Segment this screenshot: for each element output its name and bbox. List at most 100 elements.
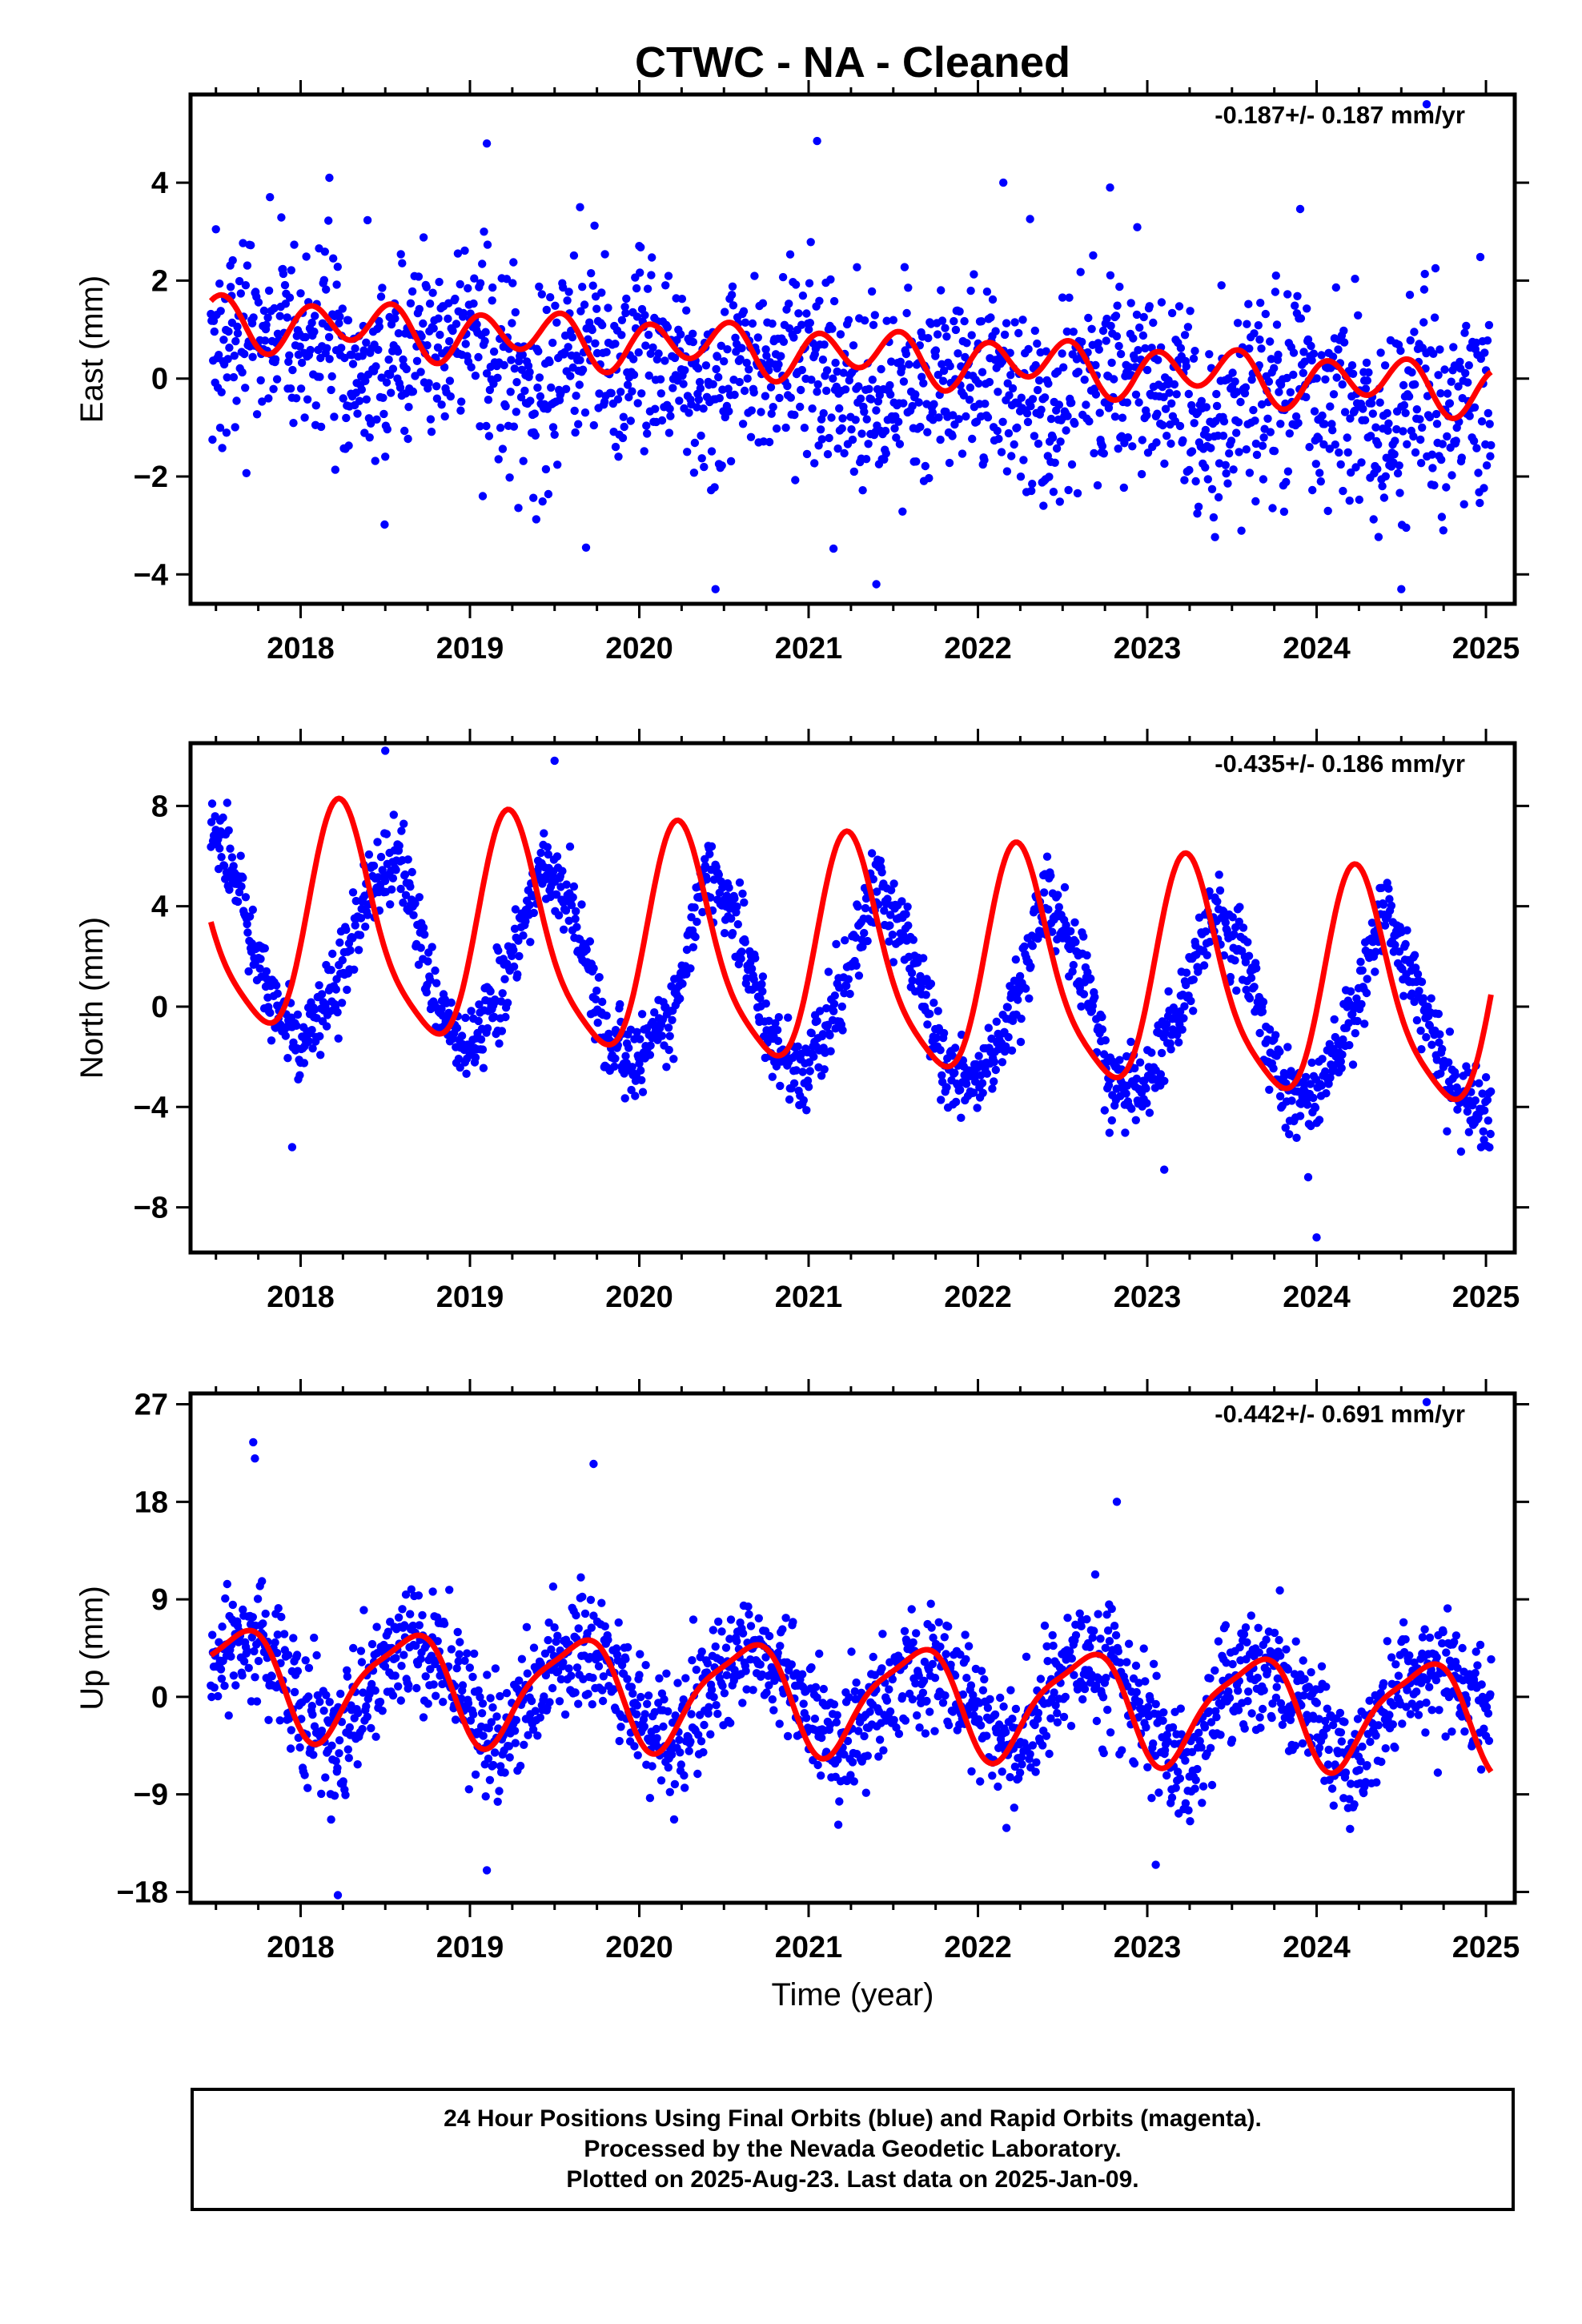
data-point bbox=[534, 347, 543, 356]
data-point bbox=[525, 368, 534, 376]
data-point bbox=[1231, 956, 1239, 965]
data-point bbox=[765, 1016, 773, 1026]
data-point bbox=[325, 355, 334, 364]
data-point bbox=[623, 380, 632, 389]
data-point bbox=[977, 317, 986, 326]
data-point bbox=[264, 394, 273, 403]
data-point bbox=[1175, 421, 1185, 431]
data-point bbox=[1128, 442, 1137, 451]
data-point bbox=[928, 408, 938, 417]
data-point bbox=[1427, 994, 1435, 1003]
data-point bbox=[978, 1686, 988, 1695]
data-point bbox=[219, 861, 229, 870]
data-point bbox=[634, 348, 643, 357]
data-point bbox=[773, 1648, 782, 1658]
data-point bbox=[693, 1769, 702, 1779]
data-point bbox=[333, 263, 342, 271]
data-point bbox=[624, 1043, 633, 1052]
data-point bbox=[1190, 419, 1199, 428]
data-point bbox=[231, 336, 240, 346]
data-point bbox=[325, 1698, 334, 1707]
data-point bbox=[1308, 485, 1317, 495]
data-point bbox=[980, 456, 989, 464]
data-point bbox=[872, 580, 881, 589]
data-point bbox=[215, 351, 223, 360]
data-point bbox=[1088, 1001, 1098, 1011]
data-point bbox=[1383, 426, 1392, 435]
data-point bbox=[785, 250, 795, 259]
data-point bbox=[300, 413, 309, 422]
data-point bbox=[1339, 486, 1347, 496]
data-point bbox=[343, 985, 351, 995]
data-point bbox=[234, 1638, 243, 1647]
data-point bbox=[969, 1691, 978, 1699]
data-point bbox=[717, 341, 725, 350]
data-point bbox=[1042, 347, 1050, 356]
data-point bbox=[1287, 1096, 1296, 1105]
data-point bbox=[681, 1674, 690, 1683]
data-point bbox=[941, 1691, 950, 1700]
data-point bbox=[461, 1013, 470, 1023]
data-point bbox=[1362, 988, 1371, 998]
data-point bbox=[1487, 440, 1496, 450]
data-point bbox=[215, 424, 225, 432]
data-point bbox=[845, 1693, 853, 1702]
data-point bbox=[1374, 440, 1383, 449]
data-point bbox=[786, 393, 795, 402]
data-point bbox=[1249, 405, 1258, 415]
data-point bbox=[597, 1598, 606, 1607]
data-point bbox=[322, 1022, 331, 1031]
data-point bbox=[412, 356, 422, 365]
x-tick-label: 2018 bbox=[267, 1281, 335, 1314]
data-point bbox=[469, 299, 478, 308]
data-point bbox=[525, 901, 534, 910]
data-point bbox=[1286, 388, 1295, 396]
data-point bbox=[950, 1043, 960, 1052]
data-point bbox=[670, 1779, 680, 1789]
data-point bbox=[1031, 1767, 1040, 1776]
data-point bbox=[1010, 1803, 1019, 1812]
data-point bbox=[768, 1695, 777, 1704]
data-point bbox=[365, 433, 374, 442]
data-point bbox=[1207, 485, 1217, 493]
data-point bbox=[563, 296, 572, 305]
data-point bbox=[810, 1715, 820, 1723]
data-point bbox=[319, 1707, 328, 1715]
data-point bbox=[1023, 417, 1033, 427]
data-point bbox=[1472, 338, 1481, 348]
data-point bbox=[835, 983, 844, 992]
data-point bbox=[1437, 455, 1446, 464]
data-point bbox=[270, 304, 279, 313]
data-point bbox=[1180, 331, 1190, 340]
data-point bbox=[544, 1635, 552, 1645]
data-point bbox=[1215, 886, 1225, 895]
data-point bbox=[414, 272, 424, 281]
data-point bbox=[303, 395, 312, 404]
data-point bbox=[776, 1081, 785, 1091]
data-point bbox=[1359, 404, 1367, 413]
data-point bbox=[956, 1085, 965, 1095]
data-point bbox=[1040, 1621, 1050, 1630]
data-point bbox=[408, 287, 417, 296]
data-point bbox=[378, 283, 387, 292]
data-point bbox=[1002, 1823, 1011, 1832]
data-point bbox=[484, 396, 493, 404]
data-point bbox=[296, 289, 305, 298]
data-point bbox=[1281, 1124, 1290, 1132]
data-point bbox=[572, 923, 581, 931]
data-point bbox=[1182, 362, 1191, 371]
data-point bbox=[1469, 436, 1479, 445]
data-point bbox=[699, 404, 708, 413]
data-point bbox=[1336, 1057, 1346, 1066]
y-tick-label: 0 bbox=[151, 991, 168, 1024]
data-point bbox=[1270, 364, 1279, 372]
data-point bbox=[286, 384, 295, 393]
data-point bbox=[997, 448, 1006, 456]
data-point bbox=[233, 897, 243, 907]
data-point bbox=[1438, 1044, 1447, 1054]
data-point bbox=[628, 387, 636, 396]
data-point bbox=[887, 357, 896, 366]
data-point bbox=[687, 913, 696, 922]
data-point bbox=[325, 173, 334, 183]
data-point bbox=[1292, 1133, 1301, 1143]
